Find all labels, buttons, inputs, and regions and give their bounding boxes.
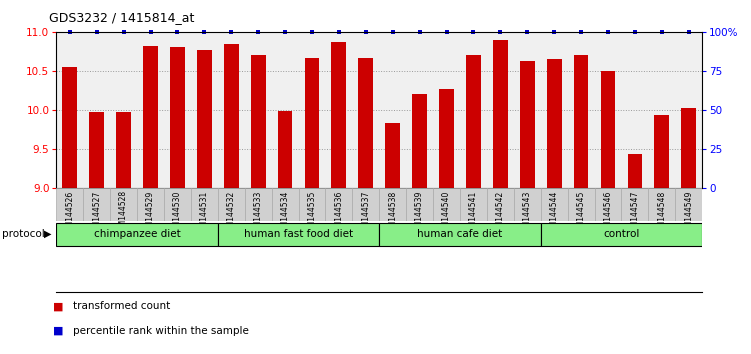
Bar	[406, 188, 433, 221]
Bar	[541, 223, 702, 246]
Bar	[439, 89, 454, 188]
Bar	[218, 223, 379, 246]
Bar	[272, 188, 299, 221]
Text: GSM144527: GSM144527	[92, 190, 101, 236]
Bar	[568, 188, 595, 221]
Text: GSM144547: GSM144547	[630, 190, 639, 237]
Text: control: control	[603, 229, 640, 239]
Bar	[245, 188, 272, 221]
Text: protocol: protocol	[2, 229, 44, 239]
Text: GSM144532: GSM144532	[227, 190, 236, 236]
Bar	[358, 58, 373, 188]
Bar	[278, 111, 292, 188]
Bar	[197, 50, 212, 188]
Bar	[116, 112, 131, 188]
Bar	[164, 188, 191, 221]
Text: GSM144537: GSM144537	[361, 190, 370, 237]
Bar	[191, 188, 218, 221]
Bar	[487, 188, 514, 221]
Text: GSM144534: GSM144534	[281, 190, 290, 237]
Bar	[460, 188, 487, 221]
Bar	[170, 47, 185, 188]
Text: GSM144539: GSM144539	[415, 190, 424, 237]
Text: GSM144543: GSM144543	[523, 190, 532, 237]
Bar	[547, 59, 562, 188]
Bar	[520, 61, 535, 188]
Bar	[331, 42, 346, 188]
Bar	[62, 67, 77, 188]
Text: GSM144546: GSM144546	[604, 190, 613, 237]
Bar	[56, 188, 83, 221]
Text: chimpanzee diet: chimpanzee diet	[94, 229, 180, 239]
Bar	[325, 188, 352, 221]
Text: human cafe diet: human cafe diet	[418, 229, 502, 239]
Bar	[89, 112, 104, 188]
Bar	[681, 108, 696, 188]
Text: GSM144535: GSM144535	[307, 190, 316, 237]
Text: GSM144540: GSM144540	[442, 190, 451, 237]
Bar	[110, 188, 137, 221]
Text: GDS3232 / 1415814_at: GDS3232 / 1415814_at	[49, 11, 195, 24]
Text: GSM144529: GSM144529	[146, 190, 155, 236]
Text: GSM144549: GSM144549	[684, 190, 693, 237]
Bar	[433, 188, 460, 221]
Bar	[218, 188, 245, 221]
Text: GSM144531: GSM144531	[200, 190, 209, 236]
Text: GSM144528: GSM144528	[119, 190, 128, 236]
Text: GSM144542: GSM144542	[496, 190, 505, 236]
Bar	[466, 55, 481, 188]
Bar	[83, 188, 110, 221]
Bar	[224, 44, 239, 188]
Bar	[493, 40, 508, 188]
Bar	[352, 188, 379, 221]
Text: ▶: ▶	[44, 229, 51, 239]
Text: GSM144526: GSM144526	[65, 190, 74, 236]
Text: GSM144548: GSM144548	[657, 190, 666, 236]
Bar	[648, 188, 675, 221]
Text: human fast food diet: human fast food diet	[244, 229, 353, 239]
Bar	[299, 188, 325, 221]
Bar	[514, 188, 541, 221]
Bar	[251, 55, 266, 188]
Text: GSM144544: GSM144544	[550, 190, 559, 237]
Text: GSM144533: GSM144533	[254, 190, 263, 237]
Bar	[137, 188, 164, 221]
Text: ■: ■	[53, 301, 63, 311]
Text: ■: ■	[53, 326, 63, 336]
Bar	[601, 71, 615, 188]
Bar	[305, 58, 319, 188]
Bar	[379, 188, 406, 221]
Text: GSM144536: GSM144536	[334, 190, 343, 237]
Bar	[574, 55, 589, 188]
Bar	[56, 223, 218, 246]
Bar	[595, 188, 622, 221]
Bar	[541, 188, 568, 221]
Bar	[412, 94, 427, 188]
Bar	[143, 46, 158, 188]
Text: GSM144545: GSM144545	[577, 190, 586, 237]
Bar	[379, 223, 541, 246]
Text: transformed count: transformed count	[73, 301, 170, 311]
Text: GSM144530: GSM144530	[173, 190, 182, 237]
Bar	[628, 154, 642, 188]
Text: GSM144541: GSM144541	[469, 190, 478, 236]
Text: percentile rank within the sample: percentile rank within the sample	[73, 326, 249, 336]
Bar	[385, 123, 400, 188]
Text: GSM144538: GSM144538	[388, 190, 397, 236]
Bar	[675, 188, 702, 221]
Bar	[654, 115, 669, 188]
Bar	[622, 188, 648, 221]
